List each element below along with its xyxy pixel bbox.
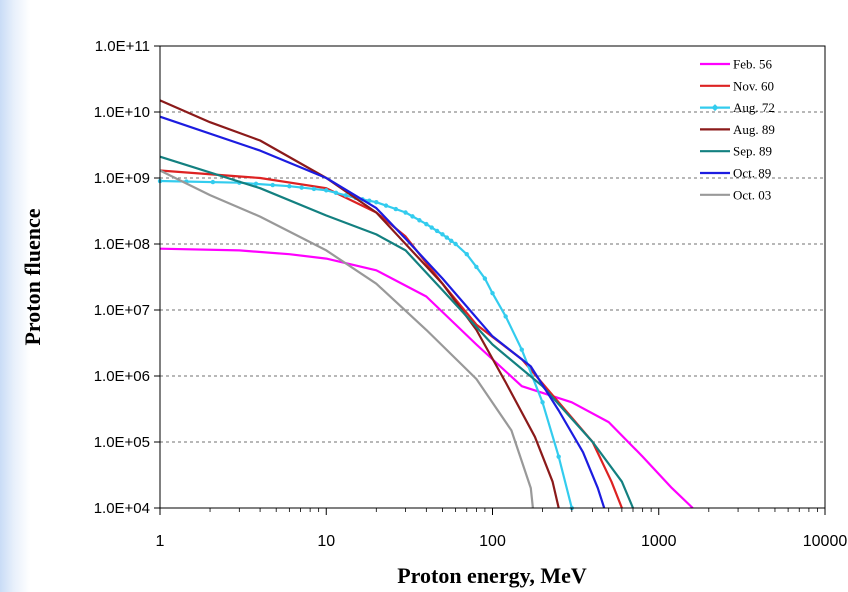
series-point — [333, 190, 339, 196]
x-tick-label: 100 — [479, 533, 506, 550]
series-point — [403, 210, 408, 215]
series-aug-89 — [159, 99, 560, 509]
series-point — [343, 193, 348, 198]
series-point — [299, 185, 304, 190]
legend-item: Nov. 60 — [700, 78, 774, 93]
series-line — [159, 247, 694, 509]
series-point — [410, 214, 415, 219]
legend-label: Oct. 89 — [733, 166, 771, 181]
series-point — [474, 264, 479, 270]
y-tick-label: 1.0E+04 — [94, 500, 150, 517]
series-point — [311, 186, 317, 192]
series-point — [490, 290, 495, 296]
legend-item: Sep. 89 — [700, 144, 772, 159]
legend-item: Aug. 72 — [700, 100, 775, 115]
legend-label: Nov. 60 — [733, 78, 774, 93]
series-point — [519, 347, 524, 352]
legend-label: Oct. 03 — [733, 187, 771, 202]
series-point — [556, 454, 561, 459]
series-point — [383, 203, 389, 208]
series-line — [159, 169, 534, 509]
y-axis-title: Proton fluence — [20, 208, 45, 345]
series-oct-89 — [159, 115, 606, 509]
series-point — [367, 198, 372, 203]
x-axis-title: Proton energy, MeV — [397, 563, 587, 588]
plot-area — [160, 46, 825, 508]
series-point — [270, 182, 275, 188]
tick-labels: 1.0E+04 1.0E+05 1.0E+06 1.0E+07 1.0E+08 1.0E+… — [94, 38, 848, 550]
y-tick-label: 1.0E+09 — [94, 170, 150, 187]
x-tick-label: 10 — [317, 533, 335, 550]
series-point — [440, 232, 445, 237]
y-tick-label: 1.0E+06 — [94, 368, 150, 385]
series-point — [424, 221, 429, 227]
series-point — [503, 314, 508, 319]
series-point — [449, 238, 454, 243]
series-point — [540, 400, 545, 405]
legend-item: Oct. 89 — [700, 166, 771, 181]
series-point — [482, 276, 488, 281]
axes — [154, 45, 826, 515]
x-tick-label: 1 — [156, 533, 165, 550]
y-tick-label: 1.0E+10 — [94, 104, 150, 121]
y-tick-label: 1.0E+07 — [94, 302, 150, 319]
grid-lines — [160, 111, 825, 443]
series-aug-72 — [157, 178, 575, 511]
legend-label: Aug. 72 — [733, 100, 775, 115]
series-oct-03 — [159, 169, 534, 509]
legend-item: Aug. 89 — [700, 122, 775, 137]
y-tick-label: 1.0E+11 — [95, 38, 150, 55]
series-sep-89 — [159, 155, 635, 509]
legend-label: Aug. 89 — [733, 122, 775, 137]
legend-label: Feb. 56 — [733, 57, 773, 72]
series-point — [464, 252, 469, 257]
series-lines — [157, 99, 694, 511]
y-tick-label: 1.0E+05 — [94, 434, 150, 451]
legend-marker — [711, 104, 719, 112]
series-point — [393, 206, 399, 212]
legend-item: Oct. 03 — [700, 187, 771, 202]
legend-item: Feb. 56 — [700, 57, 773, 72]
y-tick-label: 1.0E+08 — [94, 236, 150, 253]
series-point — [324, 188, 329, 193]
series-point — [253, 181, 259, 187]
x-tick-label: 10000 — [803, 533, 848, 550]
series-point — [287, 184, 292, 189]
series-point — [444, 235, 450, 240]
series-feb-56 — [159, 247, 694, 509]
series-line — [159, 155, 635, 509]
series-point — [453, 241, 458, 247]
series-point — [434, 228, 440, 234]
x-tick-label: 1000 — [641, 533, 677, 550]
series-line — [159, 169, 623, 509]
series-point — [210, 179, 216, 185]
series-nov-60 — [159, 169, 623, 509]
series-point — [429, 225, 434, 230]
legend: Feb. 56 Nov. 60 Aug. 72 Aug. 89 Sep. 89 Oct. … — [700, 57, 775, 202]
series-line — [159, 115, 606, 509]
series-point — [417, 218, 422, 223]
series-point — [374, 199, 379, 205]
series-line — [159, 99, 560, 509]
legend-label: Sep. 89 — [733, 144, 772, 159]
